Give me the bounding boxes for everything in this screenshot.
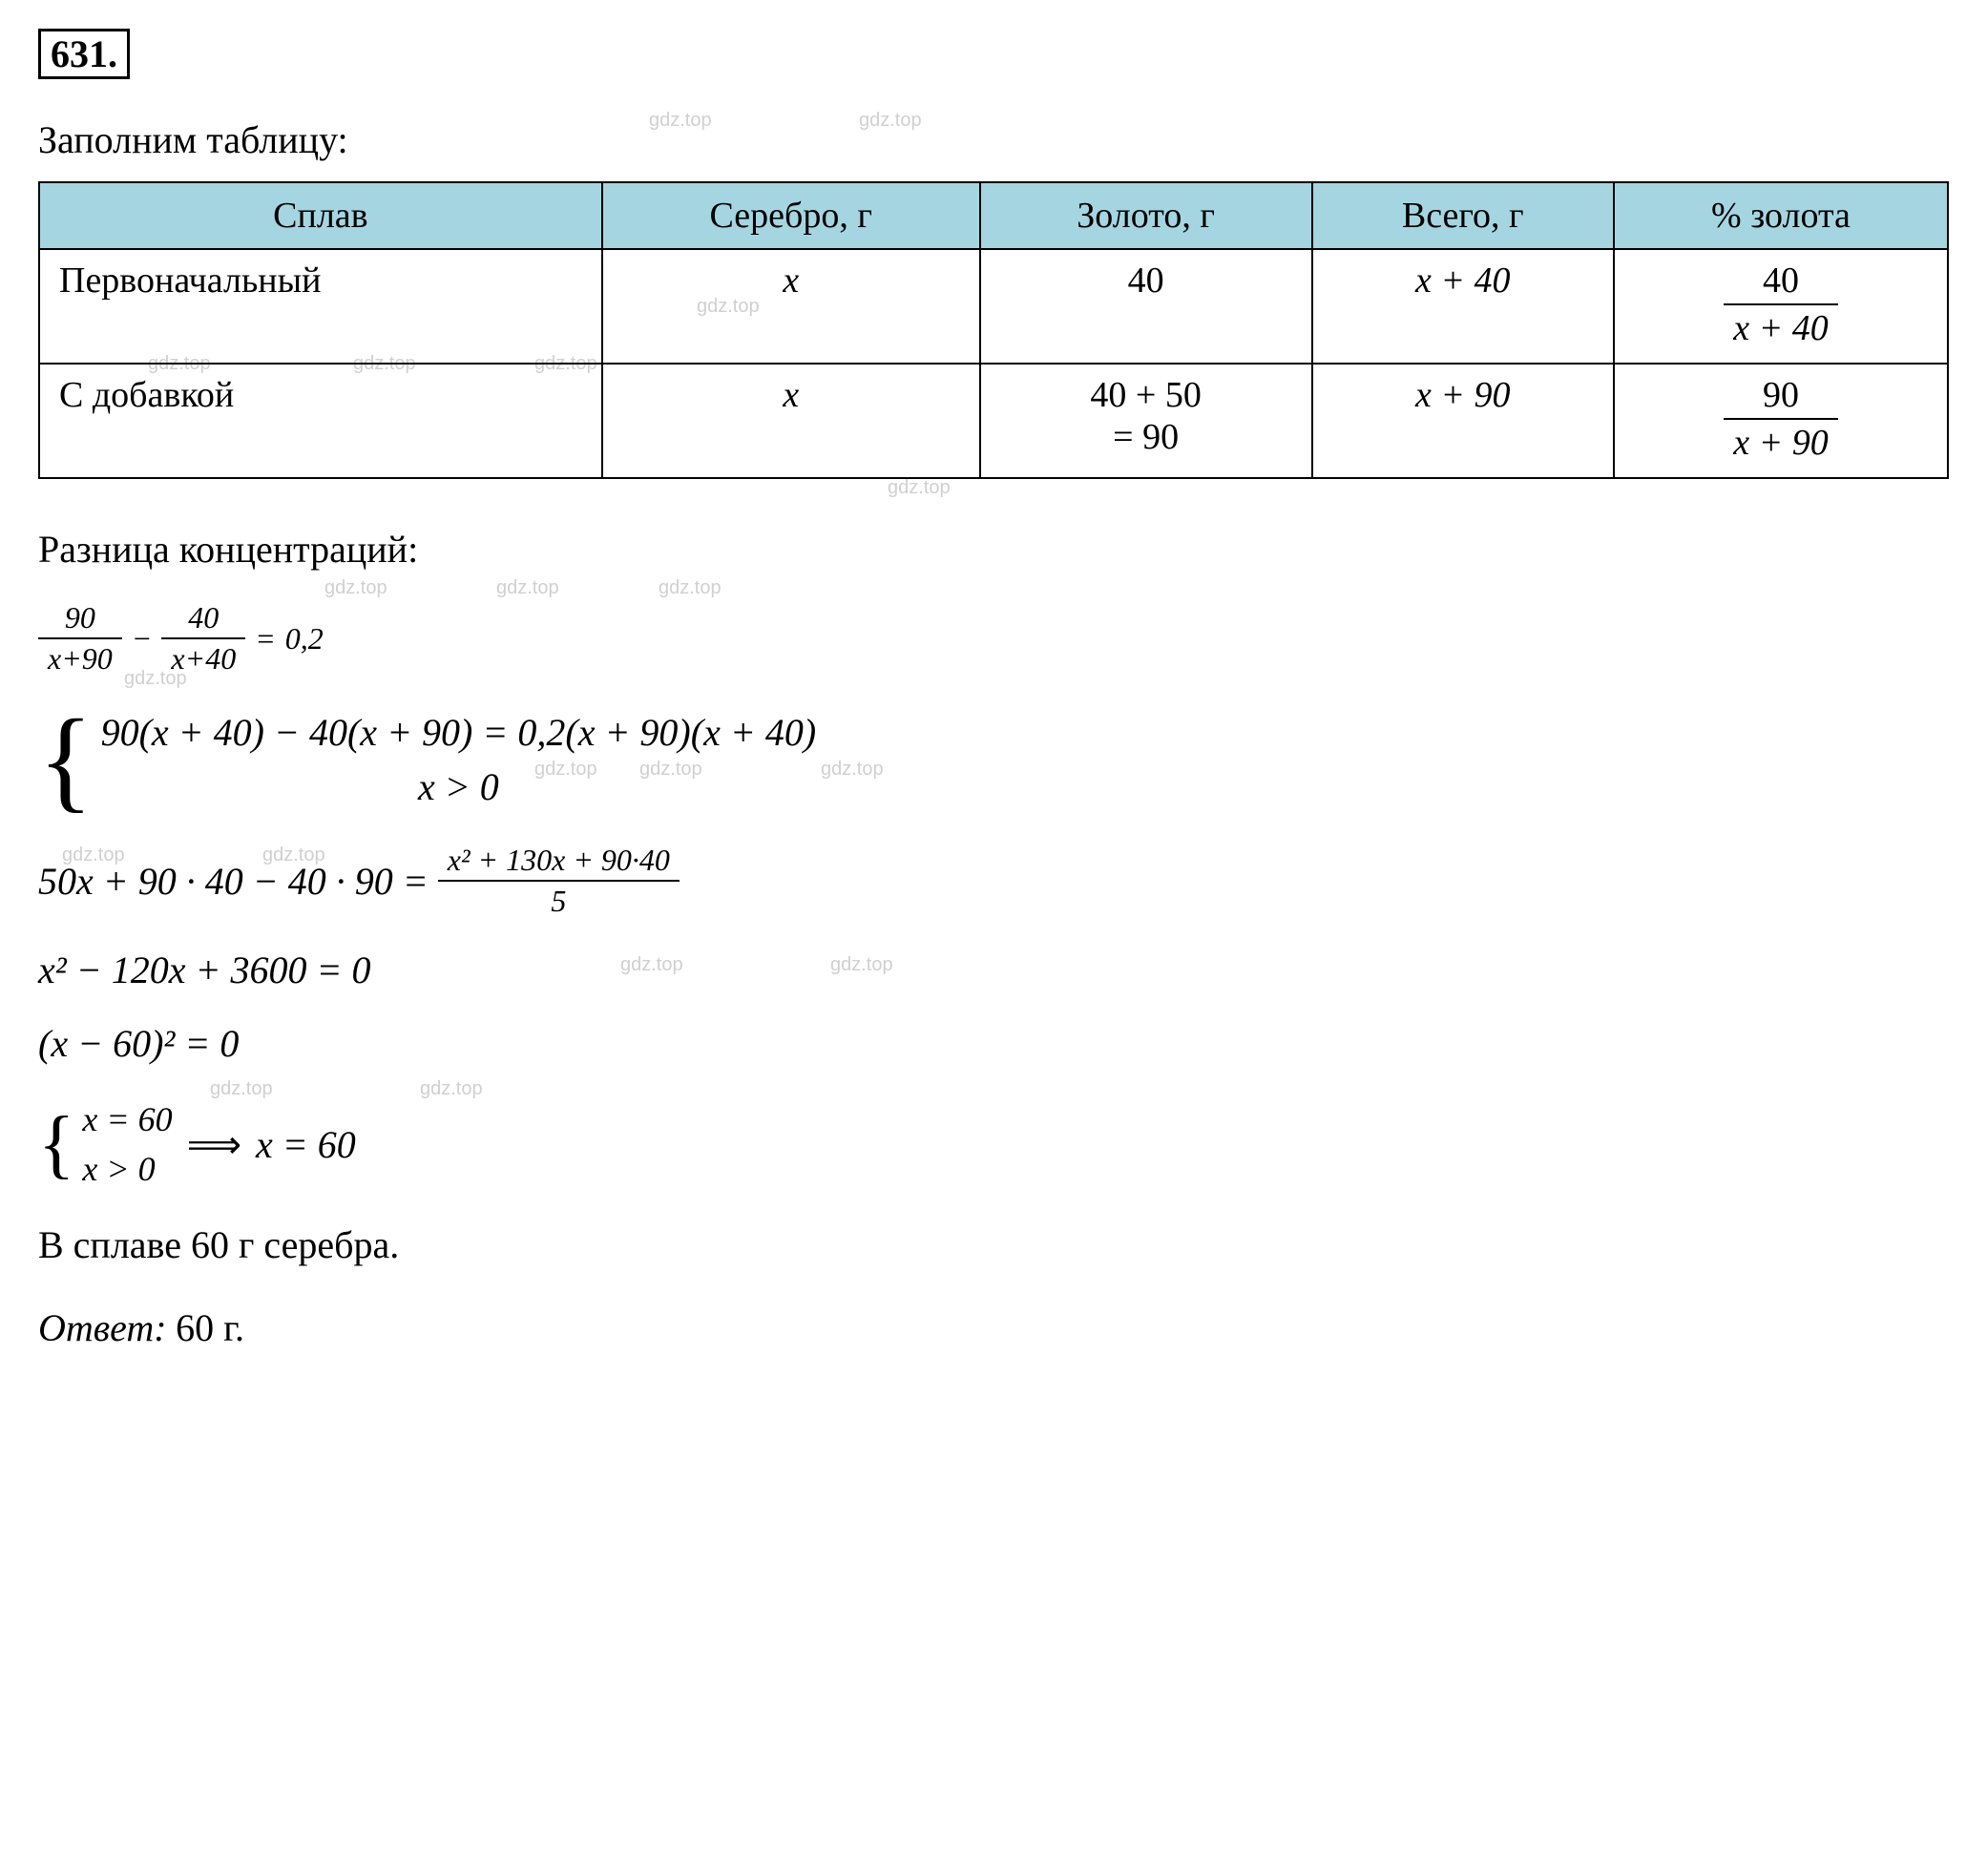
conclusion: В сплаве 60 г серебра. — [38, 1222, 1949, 1267]
cell-total-2: x + 90 — [1312, 364, 1614, 478]
cell-label-1: Первоначальный — [39, 249, 602, 364]
system-2: { x = 60 x > 0 ⟹ x = 60 — [38, 1094, 1949, 1194]
answer-line: Ответ: 60 г. — [38, 1305, 1949, 1350]
th-alloy: Сплав — [39, 182, 602, 249]
frac-num: 40 — [161, 600, 245, 639]
cell-percent-2: 90 x + 90 — [1614, 364, 1948, 478]
cell-silver-2: x — [602, 364, 980, 478]
system2-result: x = 60 — [256, 1122, 356, 1167]
equation-4: (x − 60)² = 0 — [38, 1021, 1949, 1066]
gold-line1: 40 + 50 — [1000, 374, 1292, 416]
system2-line1: x = 60 — [82, 1099, 172, 1139]
th-percent: % золота — [1614, 182, 1948, 249]
cell-percent-1: 40 x + 40 — [1614, 249, 1948, 364]
th-total: Всего, г — [1312, 182, 1614, 249]
table-row: С добавкой x 40 + 50 = 90 x + 90 90 x + … — [39, 364, 1948, 478]
cell-silver-1: x — [602, 249, 980, 364]
frac-den: x+90 — [38, 639, 122, 677]
frac-den: x + 90 — [1724, 420, 1838, 464]
frac-den: x+40 — [161, 639, 245, 677]
intro-text: Заполним таблицу: — [38, 117, 1949, 162]
answer-value: 60 г. — [176, 1306, 244, 1349]
table-header-row: Сплав Серебро, г Золото, г Всего, г % зо… — [39, 182, 1948, 249]
frac-num: 90 — [1724, 374, 1838, 420]
implies-icon: ⟹ — [187, 1122, 241, 1167]
eq1-result: 0,2 — [285, 621, 324, 657]
problem-number: 631. — [38, 29, 130, 79]
frac-num: 40 — [1724, 260, 1838, 305]
cell-label-2: С добавкой — [39, 364, 602, 478]
table-row: Первоначальный x 40 x + 40 40 x + 40 — [39, 249, 1948, 364]
equation-2: 50x + 90 · 40 − 40 · 90 = x² + 130x + 90… — [38, 843, 1949, 919]
cell-total-1: x + 40 — [1312, 249, 1614, 364]
th-silver: Серебро, г — [602, 182, 980, 249]
frac-num: 90 — [38, 600, 122, 639]
cell-gold-1: 40 — [980, 249, 1312, 364]
data-table: Сплав Серебро, г Золото, г Всего, г % зо… — [38, 181, 1949, 479]
section-text: Разница концентраций: — [38, 527, 1949, 572]
eq2-left: 50x + 90 · 40 − 40 · 90 = — [38, 859, 429, 904]
gold-line2: = 90 — [1000, 416, 1292, 458]
answer-label: Ответ: — [38, 1306, 167, 1349]
th-gold: Золото, г — [980, 182, 1312, 249]
equation-1: 90 x+90 − 40 x+40 = 0,2 — [38, 600, 1949, 677]
frac-den: 5 — [438, 882, 680, 919]
system1-line2: x > 0 — [101, 764, 817, 809]
system1-line1: 90(x + 40) − 40(x + 90) = 0,2(x + 90)(x … — [101, 710, 817, 755]
equation-3: x² − 120x + 3600 = 0 — [38, 948, 1949, 992]
cell-gold-2: 40 + 50 = 90 — [980, 364, 1312, 478]
left-brace-icon: { — [38, 1121, 74, 1167]
frac-den: x + 40 — [1724, 305, 1838, 349]
system2-line2: x > 0 — [82, 1149, 172, 1189]
system-1: { 90(x + 40) − 40(x + 90) = 0,2(x + 90)(… — [38, 705, 1949, 814]
left-brace-icon: { — [38, 725, 94, 794]
frac-num: x² + 130x + 90·40 — [438, 843, 680, 882]
